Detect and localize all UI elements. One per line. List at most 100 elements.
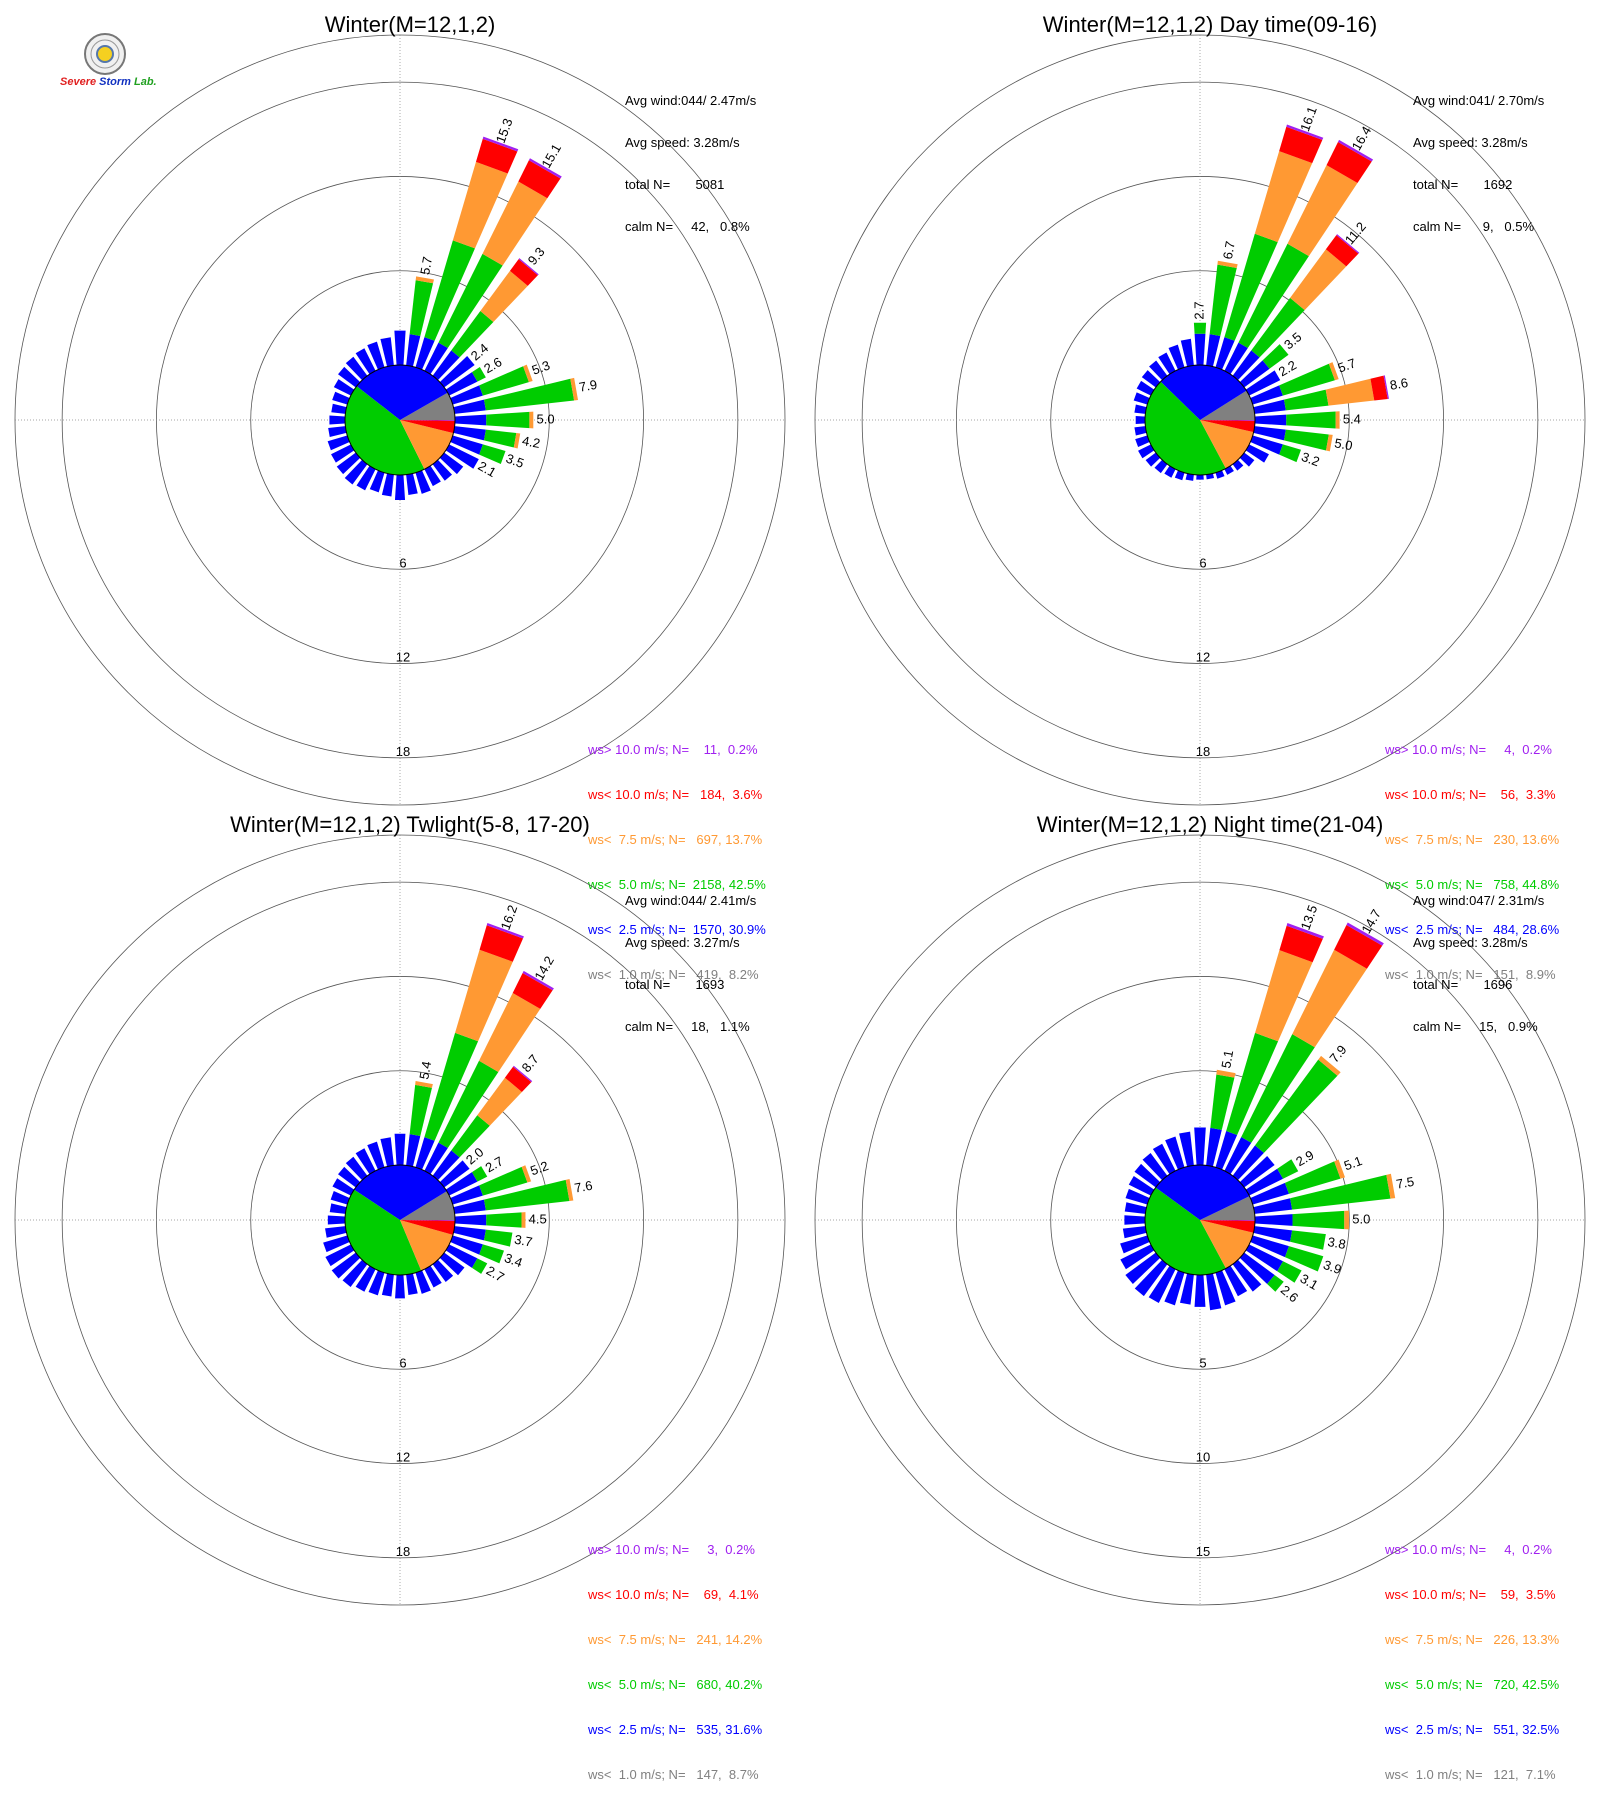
- bar-segment-ws-lt7-5: [1325, 378, 1375, 406]
- pie-slice-ws-lt5: [1145, 381, 1226, 475]
- bar-segment-ws-lt7-5: [1334, 1159, 1346, 1179]
- bar-segment-ws-lt5: [471, 1258, 488, 1274]
- bar-segment-ws-lt5: [409, 1084, 432, 1136]
- legend-gt10: ws> 10.0 m/s; N= 11, 0.2%: [588, 742, 758, 757]
- bar-segment-ws-lt7-5: [529, 411, 534, 429]
- bar-segment-ws-lt2-5: [380, 337, 394, 367]
- bar-segment-ws-lt5: [484, 429, 517, 448]
- bar-segment-ws-lt10: [1334, 924, 1383, 969]
- bar-value-label: 2.6: [1278, 1282, 1301, 1305]
- bar-segment-ws-lt7-5: [482, 181, 548, 266]
- bar-segment-ws-lt2-5: [327, 435, 350, 451]
- bar-segment-ws-lt2-5: [1164, 465, 1176, 478]
- bar-segment-ws-lt5: [1241, 1034, 1315, 1143]
- pie-slice-ws-lt5: [345, 1189, 422, 1275]
- bar-segment-ws-lt2-5: [1120, 1244, 1155, 1270]
- ring-label: 18: [396, 1544, 410, 1559]
- speed-legend: ws> 10.0 m/s; N= 4, 0.2% ws< 10.0 m/s; N…: [1385, 712, 1559, 1012]
- bar-segment-ws-lt7-5: [523, 364, 533, 383]
- legend-lt10: ws< 10.0 m/s; N= 56, 3.3%: [1385, 787, 1556, 802]
- bar-segment-ws-lt2-5: [406, 334, 421, 367]
- bar-value-label: 3.5: [1281, 329, 1304, 352]
- bar-segment-ws-lt2-5: [453, 1199, 486, 1214]
- bar-segment-ws-lt2-5: [1141, 370, 1161, 388]
- panel-title: Winter(M=12,1,2) Night time(21-04): [1036, 812, 1384, 837]
- grid-ring: [61, 881, 739, 1559]
- bar-segment-ws-lt2-5: [1125, 1188, 1150, 1205]
- bar-segment-ws-lt10: [1279, 925, 1323, 963]
- logo-text-lab: Lab.: [134, 76, 157, 88]
- speed-pie: [1144, 364, 1256, 476]
- pie-slice-ws-lt1: [400, 1191, 455, 1220]
- bar-segment-ws-lt2-5: [445, 444, 479, 469]
- bar-segment-ws-lt7-5: [1344, 1210, 1349, 1230]
- bar-segment-ws-lt2-5: [332, 391, 350, 405]
- bar-segment-ws-lt2-5: [450, 435, 483, 455]
- legend-lt1: ws< 1.0 m/s; N= 121, 7.1%: [1385, 1767, 1556, 1782]
- bar-segment-ws-lt7-5: [1287, 165, 1358, 257]
- bar-segment-ws-lt5: [1226, 1032, 1279, 1136]
- bar-value-label: 3.4: [502, 1250, 524, 1270]
- bar-segment-ws-lt2-5: [1206, 1127, 1222, 1167]
- bar-segment-ws-lt2-5: [381, 473, 394, 497]
- lab-seal-icon: [84, 33, 126, 75]
- bar-segment-ws-lt2-5: [1135, 415, 1146, 425]
- bar-segment-ws-lt5: [424, 1032, 479, 1141]
- bar-segment-ws-lt2-5: [331, 403, 347, 414]
- ring-label: 18: [396, 744, 410, 759]
- bar-segment-ws-lt2-5: [439, 1160, 470, 1188]
- bar-segment-ws-lt2-5: [367, 341, 385, 370]
- pie-slice-ws-lt10: [400, 1220, 455, 1235]
- bar-segment-ws-lt5: [1267, 1275, 1284, 1292]
- bar-segment-ws-lt2-5: [333, 379, 355, 396]
- bar-segment-ws-lt7-5: [452, 161, 508, 249]
- bar-segment-ws-lt2-5: [1254, 1214, 1293, 1226]
- logo-text-storm: Storm: [99, 76, 131, 88]
- bar-value-label: 2.7: [484, 1263, 507, 1285]
- bar-value-label: 3.9: [1321, 1257, 1343, 1277]
- bar-segment-ws-lt2-5: [1122, 1226, 1147, 1239]
- bar-segment-ws-lt2-5: [1250, 435, 1283, 455]
- bar-segment-ws-gt10: [482, 136, 519, 152]
- bar-segment-ws-lt7-5: [1216, 1069, 1236, 1078]
- bar-segment-ws-lt2-5: [1124, 1215, 1146, 1225]
- bar-segment-ws-lt5: [1279, 363, 1335, 396]
- bar-segment-ws-lt2-5: [1239, 360, 1270, 388]
- bar-value-label: 5.4: [1343, 411, 1361, 426]
- pie-outline: [1144, 364, 1256, 476]
- ring-label: 12: [396, 1450, 410, 1465]
- bar-segment-ws-lt2-5: [331, 1252, 361, 1279]
- avg-speed: Avg speed: 3.28m/s: [1413, 935, 1528, 950]
- avg-wind: Avg wind:044/ 2.41m/s: [625, 893, 757, 908]
- bar-segment-ws-lt2-5: [1232, 1145, 1264, 1181]
- bar-segment-ws-lt5: [1255, 1059, 1338, 1153]
- bar-segment-ws-lt2-5: [329, 415, 346, 425]
- windrose-chart: 5 10 15 5.1 13.5 14.7 7.9 2.9 5.1 7.5 5.0 3.8 3.93.1…: [814, 834, 1586, 1606]
- bar-segment-ws-lt7-5: [1292, 949, 1367, 1048]
- legend-lt1: ws< 1.0 m/s; N= 147, 8.7%: [588, 1767, 759, 1782]
- bar-segment-ws-lt2-5: [344, 459, 368, 485]
- bar-value-label: 7.9: [578, 377, 598, 395]
- bar-segment-ws-lt7-5: [477, 1077, 522, 1126]
- bar-segment-ws-lt10: [1326, 142, 1372, 183]
- windrose-panel-all: 6 12 18 5.7 15.3 15.1 9.3 2.4 2.6 5.3 7.9 5.0 4.2 3.5…: [10, 10, 810, 982]
- bar-segment-ws-lt2-5: [332, 1178, 355, 1196]
- bar-segment-ws-lt2-5: [1120, 1235, 1150, 1254]
- legend-lt7-5: ws< 7.5 m/s; N= 230, 13.6%: [1385, 832, 1560, 847]
- bar-value-label: 5.7: [1336, 355, 1358, 375]
- bar-value-label: 7.6: [573, 1178, 593, 1196]
- speed-pie: [344, 1164, 456, 1276]
- avg-wind: Avg wind:041/ 2.70m/s: [1413, 93, 1545, 108]
- bar-segment-ws-lt7-5: [570, 377, 579, 401]
- legend-lt2-5: ws< 2.5 m/s; N= 484, 28.6%: [1385, 922, 1560, 937]
- bar-value-label: 5.2: [528, 1158, 550, 1178]
- bar-segment-ws-lt2-5: [345, 356, 368, 381]
- bar-segment-ws-lt5: [451, 1115, 490, 1158]
- bar-segment-ws-lt2-5: [432, 459, 453, 481]
- bar-segment-ws-lt10: [504, 1066, 532, 1092]
- bar-segment-ws-lt2-5: [331, 444, 355, 463]
- bar-segment-ws-lt10: [475, 138, 518, 174]
- direction-bars: 5.416.214.28.72.02.7 5.27.64.53.73.42.7: [323, 903, 594, 1299]
- bar-segment-ws-lt2-5: [1232, 1259, 1262, 1292]
